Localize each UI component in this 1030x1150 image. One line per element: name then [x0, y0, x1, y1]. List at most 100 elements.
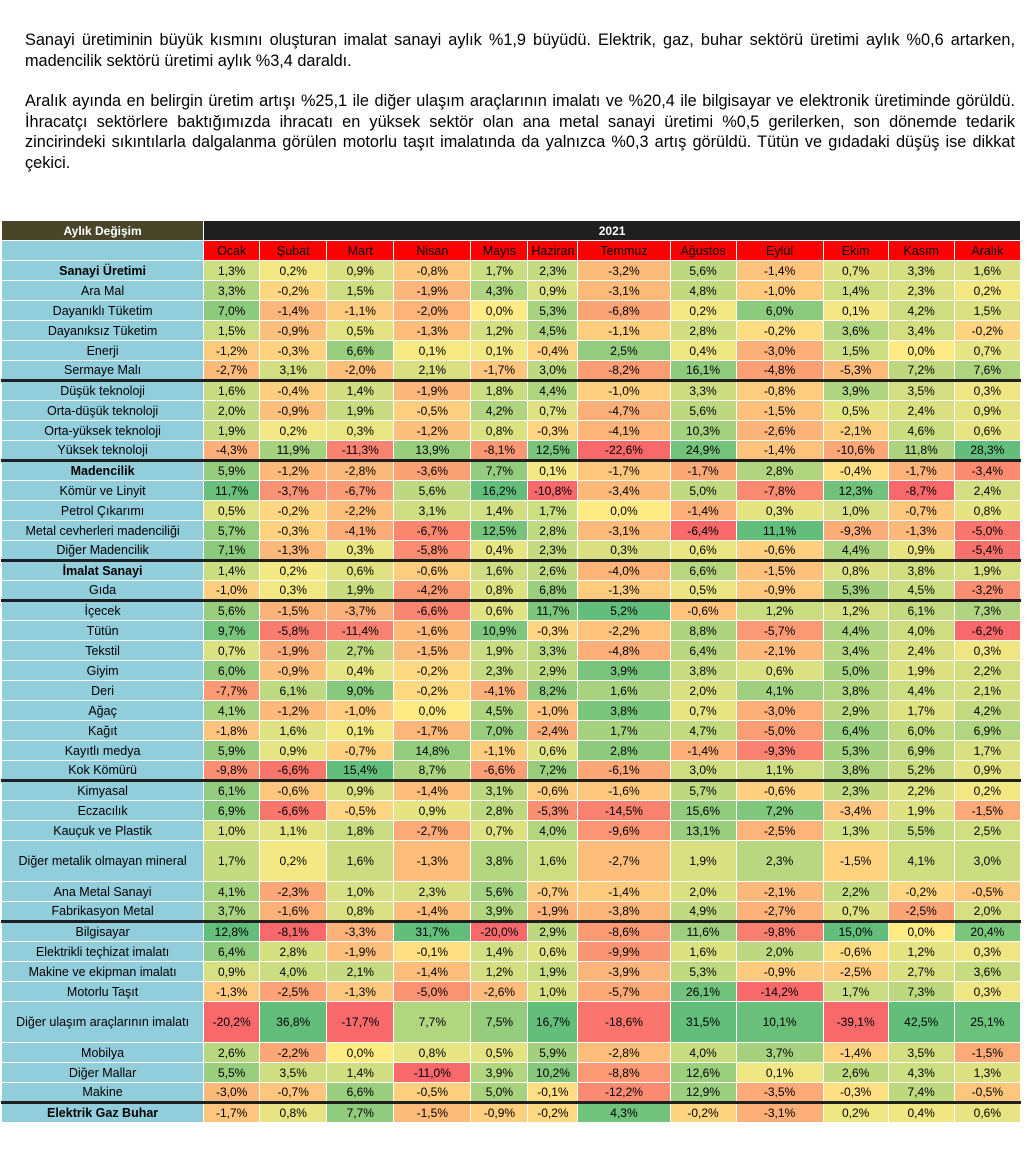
value-cell: 2,9% [527, 920, 579, 942]
value-cell: 0,1% [822, 300, 889, 321]
value-cell: 5,6% [470, 881, 529, 902]
value-cell: -3,2% [577, 260, 671, 281]
value-cell: -1,0% [203, 580, 261, 601]
value-cell: 15,6% [669, 800, 737, 821]
value-cell: 0,6% [953, 420, 1022, 441]
table-row: Mobilya 2,6% -2,2% 0,0% 0,8% 0,5% 5,9% -2,8% 4,0… [0, 1042, 1022, 1063]
value-cell: 2,8% [470, 800, 529, 821]
header-row-year: Aylık Değişim 2021 [0, 220, 1021, 241]
month-header: Mayıs [470, 240, 529, 261]
row-label: Diğer Madencilik [0, 540, 205, 561]
value-cell: 7,2% [527, 760, 579, 781]
row-label: Mobilya [0, 1042, 205, 1063]
value-cell: 2,7% [887, 961, 955, 982]
value-cell: 2,8% [577, 740, 671, 761]
value-cell: -17,7% [326, 1001, 395, 1043]
value-cell: 3,7% [735, 1042, 824, 1063]
value-cell: 0,9% [953, 400, 1022, 421]
row-label: Motorlu Taşıt [0, 981, 205, 1002]
value-cell: 1,2% [822, 599, 889, 621]
value-cell: 6,1% [887, 599, 955, 621]
value-cell: -0,8% [735, 379, 824, 401]
row-label: Ağaç [0, 700, 205, 721]
table-row: Kauçuk ve Plastik 1,0% 1,1% 1,8% -2,7% 0,7% 4,… [0, 820, 1022, 841]
value-cell: 4,1% [887, 840, 955, 882]
value-cell: 1,2% [470, 961, 529, 982]
value-cell: 1,2% [470, 320, 529, 341]
value-cell: 7,7% [393, 1001, 472, 1043]
value-cell: -1,7% [393, 720, 472, 741]
value-cell: -0,2% [669, 1101, 737, 1123]
row-label: Ara Mal [0, 280, 205, 301]
value-cell: -5,7% [577, 981, 671, 1002]
value-cell: -2,3% [259, 881, 328, 902]
value-cell: 2,3% [735, 840, 824, 882]
value-cell: 14,8% [393, 740, 472, 761]
value-cell: 1,6% [577, 680, 671, 701]
value-cell: 5,6% [669, 260, 737, 281]
value-cell: 0,9% [887, 540, 955, 561]
value-cell: 7,2% [887, 360, 955, 381]
value-cell: 4,2% [953, 700, 1022, 721]
value-cell: -1,0% [735, 280, 824, 301]
value-cell: 1,0% [326, 881, 395, 902]
value-cell: 5,9% [203, 740, 261, 761]
value-cell: 11,7% [527, 599, 579, 621]
value-cell: 31,5% [669, 1001, 737, 1043]
value-cell: -1,9% [393, 379, 472, 401]
value-cell: 0,1% [527, 459, 579, 481]
value-cell: 0,7% [822, 901, 889, 922]
value-cell: -0,5% [393, 400, 472, 421]
table-row: Giyim 6,0% -0,9% 0,4% -0,2% 2,3% 2,9% 3,9% 3,8% 0… [0, 660, 1022, 681]
table-row: Petrol Çıkarımı 0,5% -0,2% -2,2% 3,1% 1,4% 1,7… [0, 500, 1022, 521]
value-cell: -1,3% [393, 320, 472, 341]
value-cell: 3,5% [887, 379, 955, 401]
value-cell: 4,0% [887, 620, 955, 641]
value-cell: 7,7% [470, 459, 529, 481]
value-cell: 2,1% [953, 680, 1022, 701]
value-cell: 1,5% [953, 300, 1022, 321]
table-row: Ağaç 4,1% -1,2% -1,0% 0,0% 4,5% -1,0% 3,8% 0,7% -… [0, 700, 1022, 721]
table-row: Dayanıksız Tüketim 1,5% -0,9% 0,5% -1,3% 1,2%… [0, 320, 1022, 341]
value-cell: 1,3% [822, 820, 889, 841]
value-cell: -5,0% [393, 981, 472, 1002]
value-cell: -3,0% [203, 1082, 261, 1103]
value-cell: 5,7% [203, 520, 261, 541]
value-cell: -8,7% [887, 480, 955, 501]
monthly-change-table: Aylık Değişim 2021 Ocak Şubat Mart Nisan May… [0, 220, 1022, 1123]
value-cell: 0,2% [822, 1101, 889, 1123]
value-cell: -1,4% [577, 881, 671, 902]
value-cell: 2,0% [669, 881, 737, 902]
value-cell: 3,1% [259, 360, 328, 381]
value-cell: 12,8% [203, 920, 261, 942]
value-cell: -0,7% [527, 881, 579, 902]
table-row: Fabrikasyon Metal 3,7% -1,6% 0,8% -1,4% 3,9% -… [0, 901, 1022, 922]
value-cell: -0,3% [527, 620, 579, 641]
value-cell: -0,1% [527, 1082, 579, 1103]
value-cell: -18,6% [577, 1001, 671, 1043]
value-cell: -4,8% [577, 640, 671, 661]
row-label: Düşük teknoloji [0, 379, 205, 401]
value-cell: 0,4% [326, 660, 395, 681]
value-cell: -6,4% [669, 520, 737, 541]
value-cell: 2,4% [953, 480, 1022, 501]
value-cell: 4,3% [887, 1062, 955, 1083]
value-cell: 2,2% [953, 660, 1022, 681]
value-cell: 6,1% [203, 779, 261, 801]
value-cell: -0,9% [259, 660, 328, 681]
value-cell: -2,5% [822, 961, 889, 982]
value-cell: -2,7% [393, 820, 472, 841]
value-cell: 7,4% [887, 1082, 955, 1103]
value-cell: 0,5% [669, 580, 737, 601]
value-cell: 0,2% [953, 280, 1022, 301]
value-cell: 0,5% [822, 400, 889, 421]
value-cell: 0,1% [393, 340, 472, 361]
value-cell: 6,6% [326, 340, 395, 361]
value-cell: 0,0% [887, 340, 955, 361]
value-cell: -9,3% [822, 520, 889, 541]
value-cell: -1,6% [259, 901, 328, 922]
value-cell: 1,7% [953, 740, 1022, 761]
header-row-months: Ocak Şubat Mart Nisan Mayıs Haziran Temmuz Ağus… [0, 240, 1022, 261]
value-cell: -3,3% [326, 920, 395, 942]
value-cell: 13,9% [393, 440, 472, 461]
